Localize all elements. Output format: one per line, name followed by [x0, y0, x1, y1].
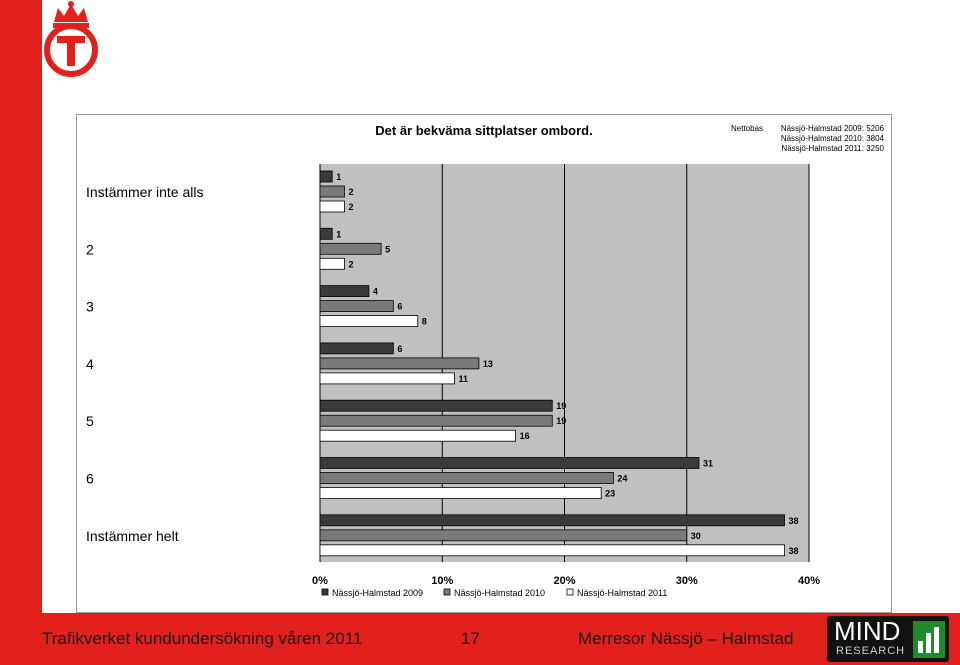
bar: [319, 185, 345, 198]
x-tick-label: 20%: [553, 575, 575, 587]
bar: [319, 472, 614, 484]
footer-route-title: Merresor Nässjö – Halmstad: [578, 629, 794, 648]
bar: [319, 315, 419, 328]
bar-value-label: 19: [556, 416, 566, 426]
bar: [319, 372, 455, 385]
footer-bar: [0, 613, 960, 665]
bar-value-label: 13: [483, 359, 493, 369]
legend-label: Nässjö-Halmstad 2010: [454, 588, 545, 598]
bar: [319, 227, 333, 240]
category-label: Instämmer inte alls: [86, 184, 203, 200]
bar: [319, 342, 394, 355]
bar: [319, 300, 394, 313]
x-tick-label: 40%: [798, 575, 820, 587]
bar-value-label: 5: [385, 244, 390, 254]
chart-title: Det är bekväma sittplatser ombord.: [375, 123, 592, 138]
category-label: 3: [86, 299, 94, 315]
footer-survey-title: Trafikverket kundundersökning våren 2011: [42, 629, 363, 648]
bar-value-label: 2: [348, 187, 353, 197]
bar-value-label: 2: [348, 259, 353, 269]
category-label: Instämmer helt: [86, 528, 179, 544]
legend-swatch: [321, 588, 329, 596]
bar-value-label: 6: [397, 302, 402, 312]
bar-value-label: 4: [373, 287, 378, 297]
bar: [319, 357, 480, 370]
x-tick-label: 10%: [431, 575, 453, 587]
category-label: 5: [86, 413, 94, 429]
trafikverket-crown-logo-icon: [44, 1, 98, 77]
bar: [319, 514, 785, 527]
left-red-bar: [0, 0, 42, 665]
bar: [319, 242, 382, 255]
bar: [319, 170, 333, 183]
bar-value-label: 19: [556, 401, 566, 411]
page-number: 17: [461, 629, 480, 648]
bar: [319, 457, 700, 469]
category-label: 2: [86, 241, 94, 257]
bar-value-label: 31: [703, 459, 713, 469]
legend-label: Nässjö-Halmstad 2009: [332, 588, 423, 598]
bar: [319, 257, 345, 270]
legend-swatch: [566, 588, 574, 596]
bar-value-label: 16: [520, 431, 530, 441]
bar: [319, 285, 370, 298]
bar-value-label: 23: [605, 489, 615, 499]
bar: [319, 429, 517, 442]
x-tick-label: 0%: [312, 575, 328, 587]
legend-label: Nässjö-Halmstad 2011: [577, 588, 667, 598]
bar-value-label: 8: [422, 317, 427, 327]
bar-value-label: 6: [397, 344, 402, 354]
bar: [319, 399, 553, 412]
mind-bars-icon: [913, 621, 945, 658]
mind-logo-word: MIND: [834, 616, 901, 646]
bar-value-label: 1: [336, 172, 341, 182]
bar: [319, 200, 345, 213]
bar-value-label: 11: [458, 374, 468, 384]
category-label: 6: [86, 471, 94, 487]
bar-value-label: 24: [617, 474, 627, 484]
bar-value-label: 30: [691, 531, 701, 541]
bar-value-label: 38: [789, 516, 799, 526]
category-label: 4: [86, 356, 94, 372]
nettobas-line: Nässjö-Halmstad 2011: 3250: [781, 144, 884, 153]
bar-value-label: 1: [336, 229, 341, 239]
legend-swatch: [443, 588, 451, 596]
nettobas-line: Nässjö-Halmstad 2009: 5206: [781, 124, 885, 133]
x-tick-label: 30%: [676, 575, 698, 587]
bar: [319, 487, 602, 499]
mind-logo-sub: RESEARCH: [836, 645, 906, 657]
bar-value-label: 38: [789, 546, 799, 556]
nettobas-line: Nässjö-Halmstad 2010: 3804: [781, 134, 885, 143]
nettobas-label: Nettobas: [731, 124, 763, 133]
bar: [319, 529, 688, 542]
bar: [319, 544, 785, 557]
bar: [319, 414, 553, 427]
bar-value-label: 2: [348, 202, 353, 212]
